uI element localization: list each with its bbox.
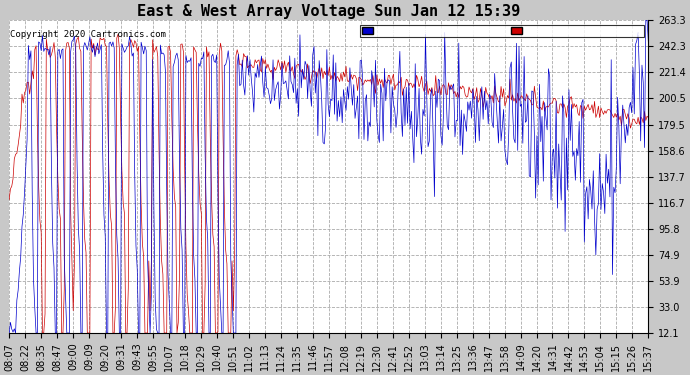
- West Array (DC Volts): [114, 32, 122, 36]
- West Array (DC Volts): [644, 116, 653, 120]
- West Array (DC Volts): [531, 95, 540, 100]
- East Array (DC Volts): [629, 65, 637, 70]
- East Array (DC Volts): [642, 18, 650, 22]
- West Array (DC Volts): [5, 198, 13, 202]
- Text: Copyright 2020 Cartronics.com: Copyright 2020 Cartronics.com: [10, 30, 166, 39]
- West Array (DC Volts): [353, 88, 362, 93]
- East Array (DC Volts): [351, 116, 359, 121]
- West Array (DC Volts): [311, 70, 319, 74]
- West Array (DC Volts): [388, 76, 396, 81]
- East Array (DC Volts): [5, 331, 13, 335]
- East Array (DC Volts): [529, 89, 538, 94]
- West Array (DC Volts): [315, 66, 324, 70]
- Line: West Array (DC Volts): West Array (DC Volts): [9, 34, 649, 333]
- Legend: East Array (DC Volts), West Array (DC Volts): East Array (DC Volts), West Array (DC Vo…: [360, 25, 644, 38]
- East Array (DC Volts): [644, 40, 653, 45]
- West Array (DC Volts): [631, 120, 640, 125]
- East Array (DC Volts): [386, 79, 394, 83]
- Title: East & West Array Voltage Sun Jan 12 15:39: East & West Array Voltage Sun Jan 12 15:…: [137, 4, 520, 19]
- Line: East Array (DC Volts): East Array (DC Volts): [9, 20, 649, 333]
- East Array (DC Volts): [313, 70, 321, 75]
- West Array (DC Volts): [39, 331, 47, 335]
- East Array (DC Volts): [308, 53, 317, 57]
